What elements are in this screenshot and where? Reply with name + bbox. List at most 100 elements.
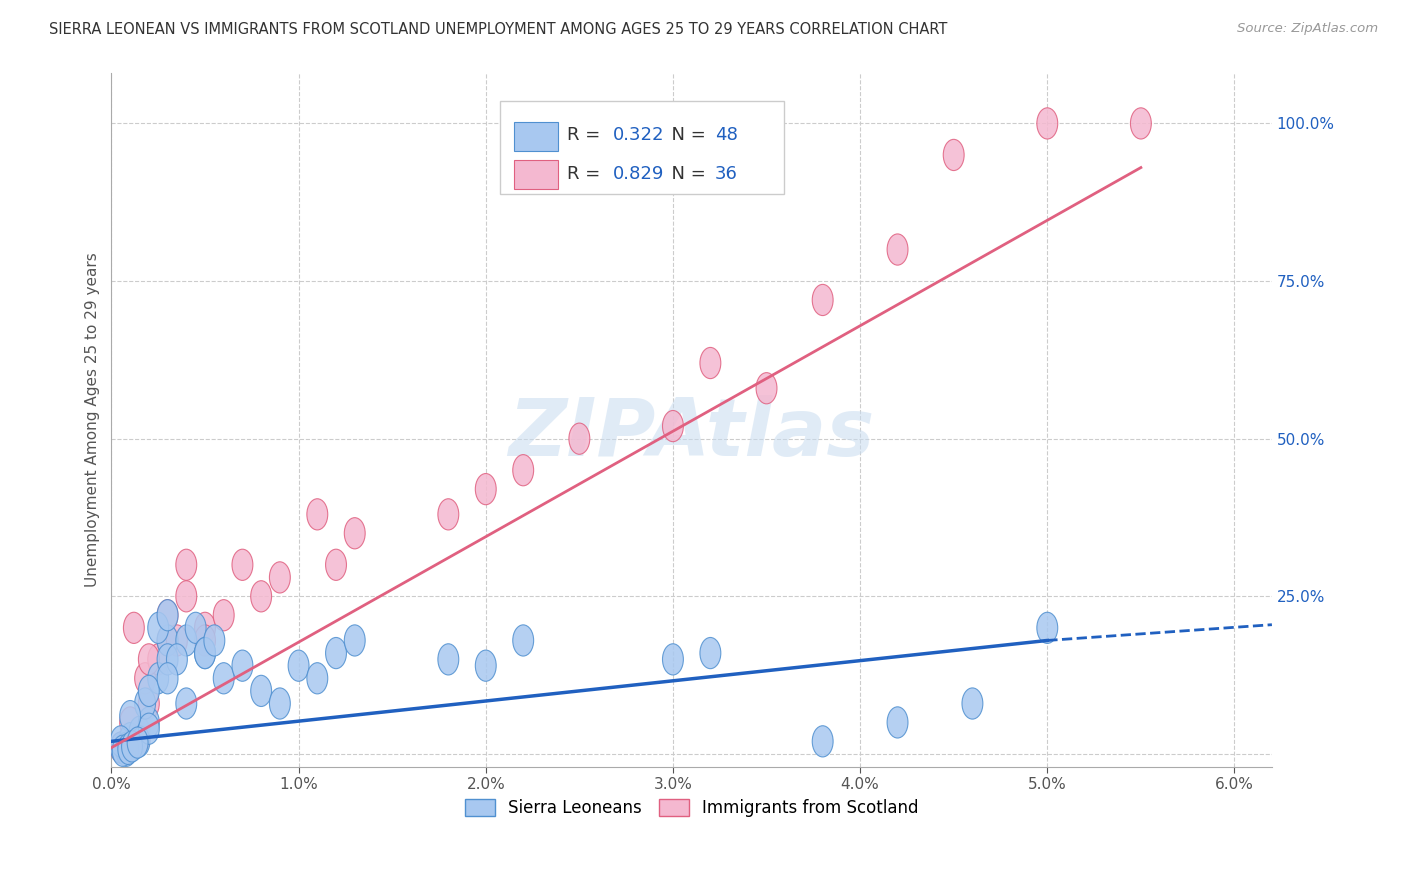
Ellipse shape <box>121 731 142 762</box>
Ellipse shape <box>129 716 150 747</box>
Bar <box>515 121 558 151</box>
Ellipse shape <box>138 644 159 675</box>
Ellipse shape <box>115 729 136 760</box>
Ellipse shape <box>288 650 309 681</box>
Ellipse shape <box>176 625 197 656</box>
Text: 0.322: 0.322 <box>613 127 664 145</box>
Ellipse shape <box>437 644 458 675</box>
Ellipse shape <box>700 638 721 669</box>
Ellipse shape <box>569 423 589 454</box>
Ellipse shape <box>148 663 169 694</box>
Ellipse shape <box>513 455 534 486</box>
Bar <box>515 160 558 189</box>
Ellipse shape <box>112 735 134 766</box>
Text: ZIPAtlas: ZIPAtlas <box>509 394 875 473</box>
Ellipse shape <box>120 726 141 757</box>
Ellipse shape <box>110 726 131 757</box>
FancyBboxPatch shape <box>501 101 785 194</box>
Ellipse shape <box>344 517 366 549</box>
Ellipse shape <box>176 688 197 719</box>
Ellipse shape <box>250 581 271 612</box>
Ellipse shape <box>1036 612 1057 643</box>
Ellipse shape <box>129 723 150 754</box>
Ellipse shape <box>204 625 225 656</box>
Ellipse shape <box>813 726 834 757</box>
Ellipse shape <box>176 549 197 581</box>
Ellipse shape <box>943 139 965 170</box>
Ellipse shape <box>700 347 721 378</box>
Ellipse shape <box>250 675 271 706</box>
Ellipse shape <box>138 688 159 719</box>
Ellipse shape <box>124 612 145 643</box>
Ellipse shape <box>138 713 159 744</box>
Ellipse shape <box>166 625 187 656</box>
Ellipse shape <box>120 700 141 731</box>
Text: R =: R = <box>568 127 606 145</box>
Ellipse shape <box>115 735 136 766</box>
Ellipse shape <box>148 612 169 643</box>
Text: R =: R = <box>568 164 606 183</box>
Ellipse shape <box>214 599 235 631</box>
Ellipse shape <box>662 410 683 442</box>
Ellipse shape <box>127 727 148 758</box>
Ellipse shape <box>475 474 496 505</box>
Ellipse shape <box>232 650 253 681</box>
Ellipse shape <box>138 706 159 738</box>
Text: 48: 48 <box>714 127 738 145</box>
Ellipse shape <box>307 499 328 530</box>
Ellipse shape <box>270 688 290 719</box>
Text: N =: N = <box>661 127 711 145</box>
Ellipse shape <box>110 732 131 764</box>
Ellipse shape <box>120 706 141 738</box>
Text: SIERRA LEONEAN VS IMMIGRANTS FROM SCOTLAND UNEMPLOYMENT AMONG AGES 25 TO 29 YEAR: SIERRA LEONEAN VS IMMIGRANTS FROM SCOTLA… <box>49 22 948 37</box>
Ellipse shape <box>120 726 141 757</box>
Ellipse shape <box>138 675 159 706</box>
Ellipse shape <box>662 644 683 675</box>
Ellipse shape <box>887 706 908 738</box>
Y-axis label: Unemployment Among Ages 25 to 29 years: Unemployment Among Ages 25 to 29 years <box>86 252 100 587</box>
Ellipse shape <box>326 549 346 581</box>
Ellipse shape <box>157 644 179 675</box>
Ellipse shape <box>232 549 253 581</box>
Ellipse shape <box>1130 108 1152 139</box>
Ellipse shape <box>157 599 179 631</box>
Ellipse shape <box>166 644 187 675</box>
Ellipse shape <box>157 625 179 656</box>
Ellipse shape <box>157 625 179 656</box>
Ellipse shape <box>513 625 534 656</box>
Ellipse shape <box>756 373 778 404</box>
Ellipse shape <box>270 562 290 593</box>
Ellipse shape <box>437 499 458 530</box>
Ellipse shape <box>110 732 131 764</box>
Ellipse shape <box>344 625 366 656</box>
Text: 36: 36 <box>714 164 738 183</box>
Text: 0.829: 0.829 <box>613 164 664 183</box>
Ellipse shape <box>115 732 136 764</box>
Ellipse shape <box>475 650 496 681</box>
Ellipse shape <box>157 663 179 694</box>
Ellipse shape <box>186 612 207 643</box>
Ellipse shape <box>135 688 156 719</box>
Ellipse shape <box>962 688 983 719</box>
Legend: Sierra Leoneans, Immigrants from Scotland: Sierra Leoneans, Immigrants from Scotlan… <box>458 793 925 824</box>
Ellipse shape <box>124 729 145 760</box>
Ellipse shape <box>214 663 235 694</box>
Ellipse shape <box>194 625 215 656</box>
Ellipse shape <box>120 723 141 754</box>
Ellipse shape <box>194 638 215 669</box>
Ellipse shape <box>194 612 215 643</box>
Ellipse shape <box>129 726 150 757</box>
Text: Source: ZipAtlas.com: Source: ZipAtlas.com <box>1237 22 1378 36</box>
Ellipse shape <box>1036 108 1057 139</box>
Ellipse shape <box>813 285 834 316</box>
Ellipse shape <box>326 638 346 669</box>
Ellipse shape <box>887 234 908 265</box>
Ellipse shape <box>157 599 179 631</box>
Ellipse shape <box>148 644 169 675</box>
Text: N =: N = <box>661 164 711 183</box>
Ellipse shape <box>176 581 197 612</box>
Ellipse shape <box>118 733 139 764</box>
Ellipse shape <box>194 638 215 669</box>
Ellipse shape <box>307 663 328 694</box>
Ellipse shape <box>135 663 156 694</box>
